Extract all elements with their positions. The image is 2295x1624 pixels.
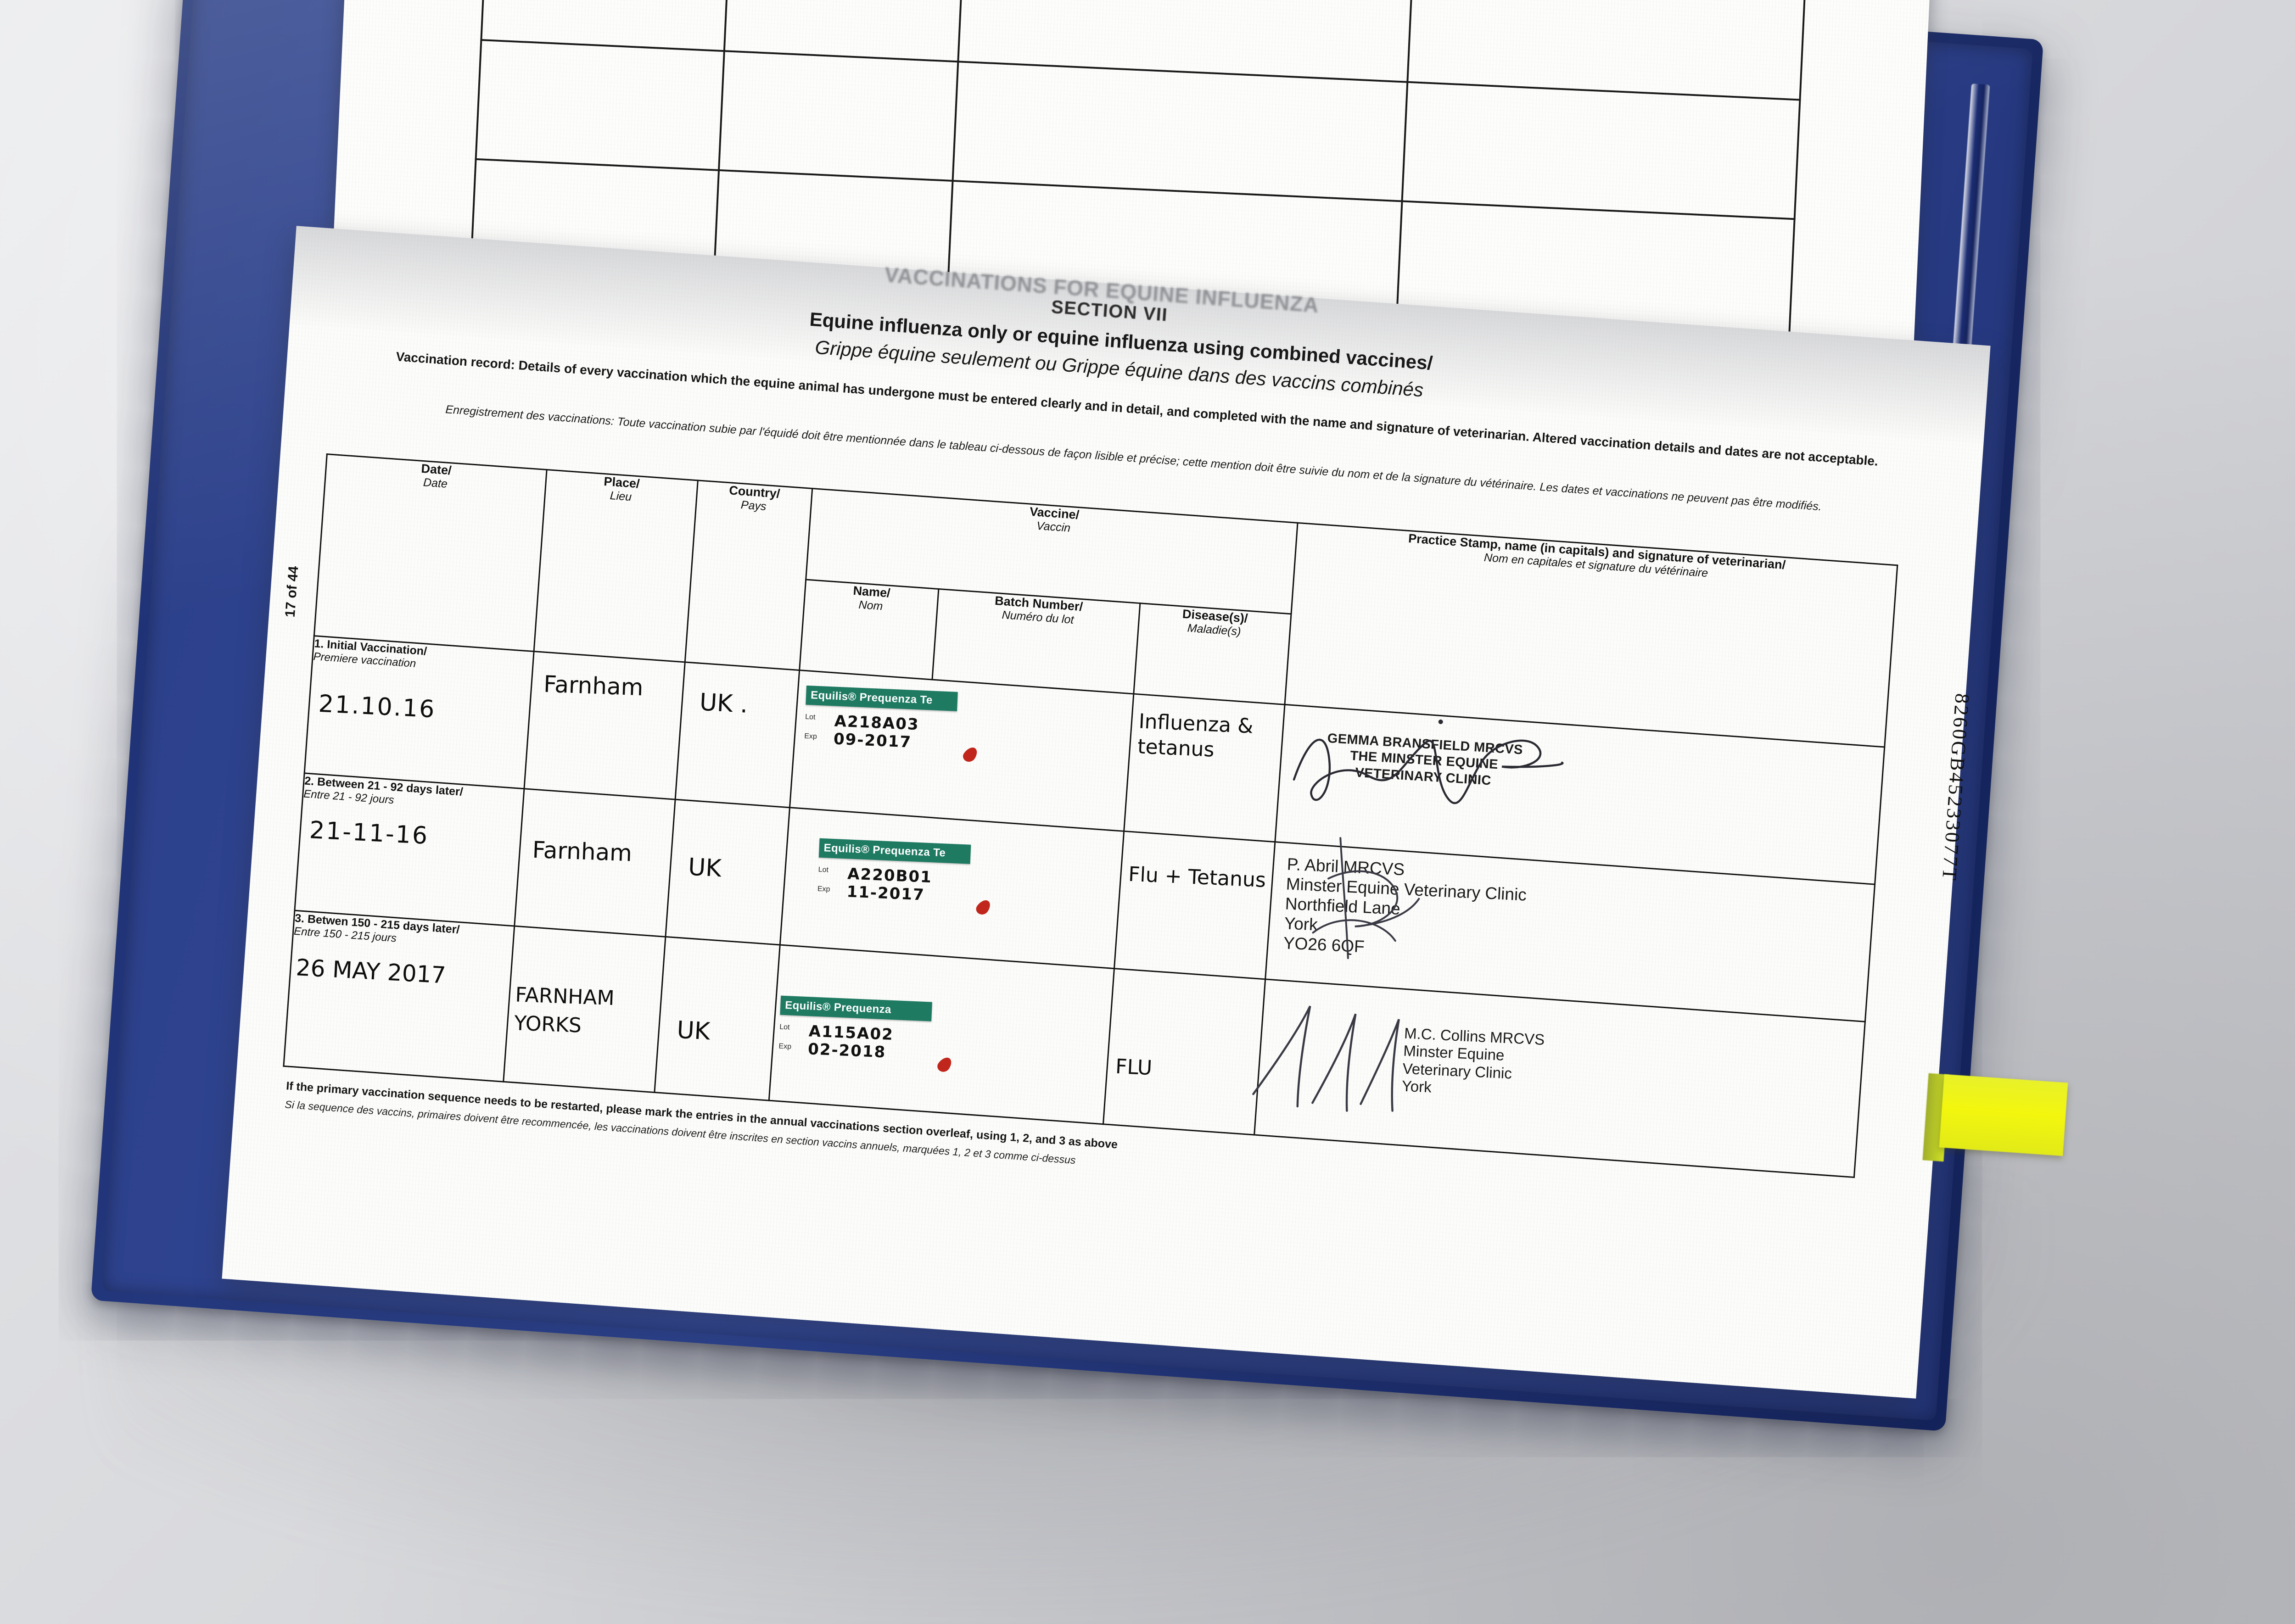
row2-label-cell: 2. Between 21 - 92 days later/ Entre 21 … [294, 773, 524, 926]
row3-vaccine-cell: Equilis® Prequenza Lot A115A02 Exp 02-20… [769, 945, 1114, 1124]
row3-disease-value: FLU [1115, 1055, 1153, 1080]
row2-vaccine-cell: Equilis® Prequenza Te Lot A220B01 Exp 11… [780, 807, 1124, 969]
row2-place-cell: Farnham [514, 788, 676, 937]
vaccine-sticker: Equilis® Prequenza Te Lot A220B01 Exp 11… [817, 838, 993, 917]
vaccine-sticker-lot-block: Lot A115A02 Exp 02-2018 [778, 1021, 955, 1074]
lot-label: Lot [805, 713, 816, 721]
row1-place-cell: Farnham [524, 651, 685, 800]
row3-label-cell: 3. Betwen 150 - 215 days later/ Entre 15… [283, 910, 515, 1082]
vaccine-sticker-name: Equilis® Prequenza Te [806, 685, 958, 711]
row1-country-value: UK . [699, 688, 749, 719]
row2-disease-cell: Flu + Tetanus [1114, 831, 1275, 979]
row3-country-cell: UK [654, 937, 780, 1101]
lot-label: Lot [818, 865, 829, 874]
vaccination-record-page: VACCINATIONS FOR EQUINE INFLUENZA SECTIO… [222, 226, 1991, 1399]
row1-date-value: 21.10.16 [318, 690, 437, 724]
lot-label: Lot [779, 1023, 790, 1032]
header-vaccine-name: Name/ Nom [799, 579, 939, 680]
row3-practice-stamp: M.C. Collins MRCVS Minster Equine Veteri… [1401, 1025, 1616, 1105]
blood-droplet-icon [974, 898, 993, 917]
row3-place-cell: FARNHAM YORKS [503, 926, 666, 1093]
row2-practice-stamp: P. Abril MRCVS Minster Equine Veterinary… [1283, 854, 1599, 967]
vaccine-sticker: Equilis® Prequenza Lot A115A02 Exp 02-20… [778, 995, 955, 1074]
blood-droplet-icon [960, 745, 980, 764]
row3-country-value: UK [676, 1016, 711, 1046]
vaccine-sticker-name: Equilis® Prequenza Te [818, 838, 971, 864]
row2-disease-value: Flu + Tetanus [1128, 862, 1266, 892]
vaccine-sticker-lot-block: Lot A220B01 Exp 11-2017 [817, 864, 993, 917]
header-disease: Disease(s)/ Maladie(s) [1133, 603, 1292, 705]
row2-place-value: Farnham [532, 836, 633, 867]
vaccine-sticker-name: Equilis® Prequenza [780, 995, 932, 1021]
yellow-index-tab[interactable] [1939, 1074, 2068, 1156]
header-country: Country/ Pays [685, 480, 812, 670]
row1-practice-stamp: GEMMA BRANSFIELD MRCVS THE MINSTER EQUIN… [1299, 729, 1549, 792]
vaccine-sticker-lot-block: Lot A218A03 Exp 09-2017 [804, 711, 980, 764]
row1-label-cell: 1. Initial Vaccination/ Premiere vaccina… [304, 636, 534, 789]
vaccine-sticker: Equilis® Prequenza Te Lot A218A03 Exp 09… [804, 685, 980, 764]
header-place: Place/ Lieu [534, 469, 698, 662]
row3-disease-cell: FLU [1103, 968, 1265, 1135]
exp-label: Exp [817, 885, 830, 893]
header-batch-number: Batch Number/ Numéro du lot [932, 589, 1140, 694]
exp-label: Exp [778, 1042, 792, 1051]
exp-label: Exp [804, 732, 817, 741]
row2-country-value: UK [687, 853, 722, 883]
row1-place-value: Farnham [543, 670, 644, 701]
row1-country-cell: UK . [675, 662, 800, 808]
row1-vaccine-cell: Equilis® Prequenza Te Lot A218A03 Exp 09… [789, 670, 1134, 832]
row1-disease-cell: Influenza & tetanus [1124, 694, 1285, 842]
row1-disease-value: Influenza & tetanus [1137, 709, 1254, 762]
vaccination-table: Date/ Date Place/ Lieu Country/ Pays Vac… [283, 453, 1898, 1178]
row3-place-value: FARNHAM YORKS [514, 983, 615, 1038]
blood-droplet-icon [935, 1055, 955, 1074]
row2-country-cell: UK [665, 799, 790, 945]
header-date: Date/ Date [314, 454, 547, 652]
